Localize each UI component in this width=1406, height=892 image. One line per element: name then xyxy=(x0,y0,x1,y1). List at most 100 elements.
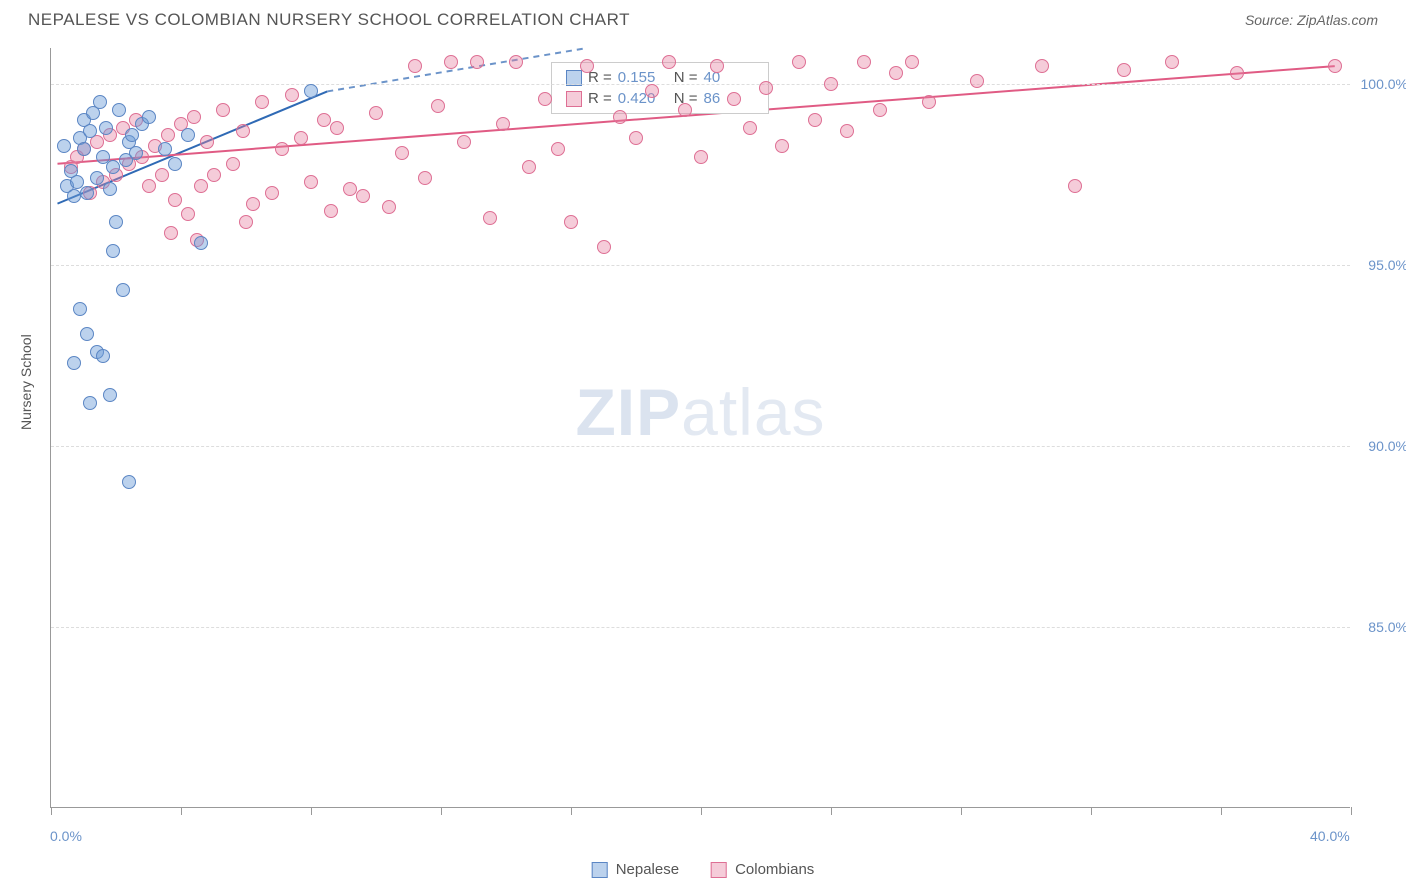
point-colombians xyxy=(161,128,175,142)
point-colombians xyxy=(1328,59,1342,73)
point-nepalese xyxy=(194,236,208,250)
point-colombians xyxy=(275,142,289,156)
x-tick xyxy=(311,807,312,815)
point-colombians xyxy=(418,171,432,185)
point-colombians xyxy=(678,103,692,117)
point-colombians xyxy=(216,103,230,117)
point-colombians xyxy=(236,124,250,138)
x-tick xyxy=(51,807,52,815)
x-tick xyxy=(701,807,702,815)
gridline xyxy=(51,627,1350,628)
point-colombians xyxy=(382,200,396,214)
point-colombians xyxy=(207,168,221,182)
legend-item-colombians: Colombians xyxy=(711,861,814,878)
scatter-chart: ZIPatlas R = 0.155 N = 40 R = 0.420 N = … xyxy=(50,48,1350,808)
x-tick xyxy=(1221,807,1222,815)
point-colombians xyxy=(580,59,594,73)
point-colombians xyxy=(457,135,471,149)
point-colombians xyxy=(343,182,357,196)
watermark-logo: ZIPatlas xyxy=(575,374,825,450)
point-nepalese xyxy=(57,139,71,153)
point-colombians xyxy=(840,124,854,138)
y-tick-label: 95.0% xyxy=(1368,257,1406,273)
point-colombians xyxy=(694,150,708,164)
point-colombians xyxy=(369,106,383,120)
point-colombians xyxy=(597,240,611,254)
point-colombians xyxy=(356,189,370,203)
gridline xyxy=(51,446,1350,447)
point-colombians xyxy=(645,84,659,98)
point-nepalese xyxy=(99,121,113,135)
point-nepalese xyxy=(106,160,120,174)
point-nepalese xyxy=(90,171,104,185)
point-colombians xyxy=(194,179,208,193)
point-colombians xyxy=(1165,55,1179,69)
point-nepalese xyxy=(80,186,94,200)
point-nepalese xyxy=(122,475,136,489)
y-tick-label: 85.0% xyxy=(1368,619,1406,635)
point-colombians xyxy=(662,55,676,69)
point-colombians xyxy=(200,135,214,149)
point-colombians xyxy=(317,113,331,127)
point-nepalese xyxy=(103,182,117,196)
source-attribution: Source: ZipAtlas.com xyxy=(1245,12,1378,28)
gridline xyxy=(51,84,1350,85)
point-colombians xyxy=(330,121,344,135)
series-legend: Nepalese Colombians xyxy=(592,861,815,878)
x-tick xyxy=(181,807,182,815)
point-colombians xyxy=(408,59,422,73)
point-colombians xyxy=(168,193,182,207)
point-nepalese xyxy=(83,396,97,410)
point-nepalese xyxy=(83,124,97,138)
point-colombians xyxy=(710,59,724,73)
point-colombians xyxy=(187,110,201,124)
point-colombians xyxy=(857,55,871,69)
point-colombians xyxy=(246,197,260,211)
point-nepalese xyxy=(125,128,139,142)
y-tick-label: 90.0% xyxy=(1368,438,1406,454)
point-nepalese xyxy=(73,302,87,316)
x-tick xyxy=(961,807,962,815)
point-nepalese xyxy=(116,283,130,297)
swatch-colombians-icon xyxy=(566,91,582,107)
point-colombians xyxy=(743,121,757,135)
point-colombians xyxy=(538,92,552,106)
swatch-nepalese-icon xyxy=(592,862,608,878)
point-colombians xyxy=(496,117,510,131)
point-colombians xyxy=(1035,59,1049,73)
legend-item-nepalese: Nepalese xyxy=(592,861,679,878)
point-colombians xyxy=(294,131,308,145)
point-nepalese xyxy=(93,95,107,109)
point-colombians xyxy=(509,55,523,69)
point-colombians xyxy=(431,99,445,113)
point-colombians xyxy=(1230,66,1244,80)
point-nepalese xyxy=(109,215,123,229)
point-nepalese xyxy=(129,146,143,160)
point-nepalese xyxy=(112,103,126,117)
point-colombians xyxy=(255,95,269,109)
point-colombians xyxy=(483,211,497,225)
point-colombians xyxy=(324,204,338,218)
point-nepalese xyxy=(158,142,172,156)
point-colombians xyxy=(873,103,887,117)
point-colombians xyxy=(727,92,741,106)
swatch-colombians-icon xyxy=(711,862,727,878)
point-colombians xyxy=(551,142,565,156)
point-colombians xyxy=(444,55,458,69)
x-tick xyxy=(1091,807,1092,815)
point-colombians xyxy=(285,88,299,102)
point-colombians xyxy=(226,157,240,171)
chart-title: NEPALESE VS COLOMBIAN NURSERY SCHOOL COR… xyxy=(28,10,630,30)
point-nepalese xyxy=(80,327,94,341)
swatch-nepalese-icon xyxy=(566,70,582,86)
point-colombians xyxy=(922,95,936,109)
x-tick xyxy=(831,807,832,815)
point-colombians xyxy=(629,131,643,145)
point-colombians xyxy=(1068,179,1082,193)
point-colombians xyxy=(808,113,822,127)
point-colombians xyxy=(142,179,156,193)
point-colombians xyxy=(759,81,773,95)
point-colombians xyxy=(470,55,484,69)
point-nepalese xyxy=(304,84,318,98)
point-nepalese xyxy=(103,388,117,402)
